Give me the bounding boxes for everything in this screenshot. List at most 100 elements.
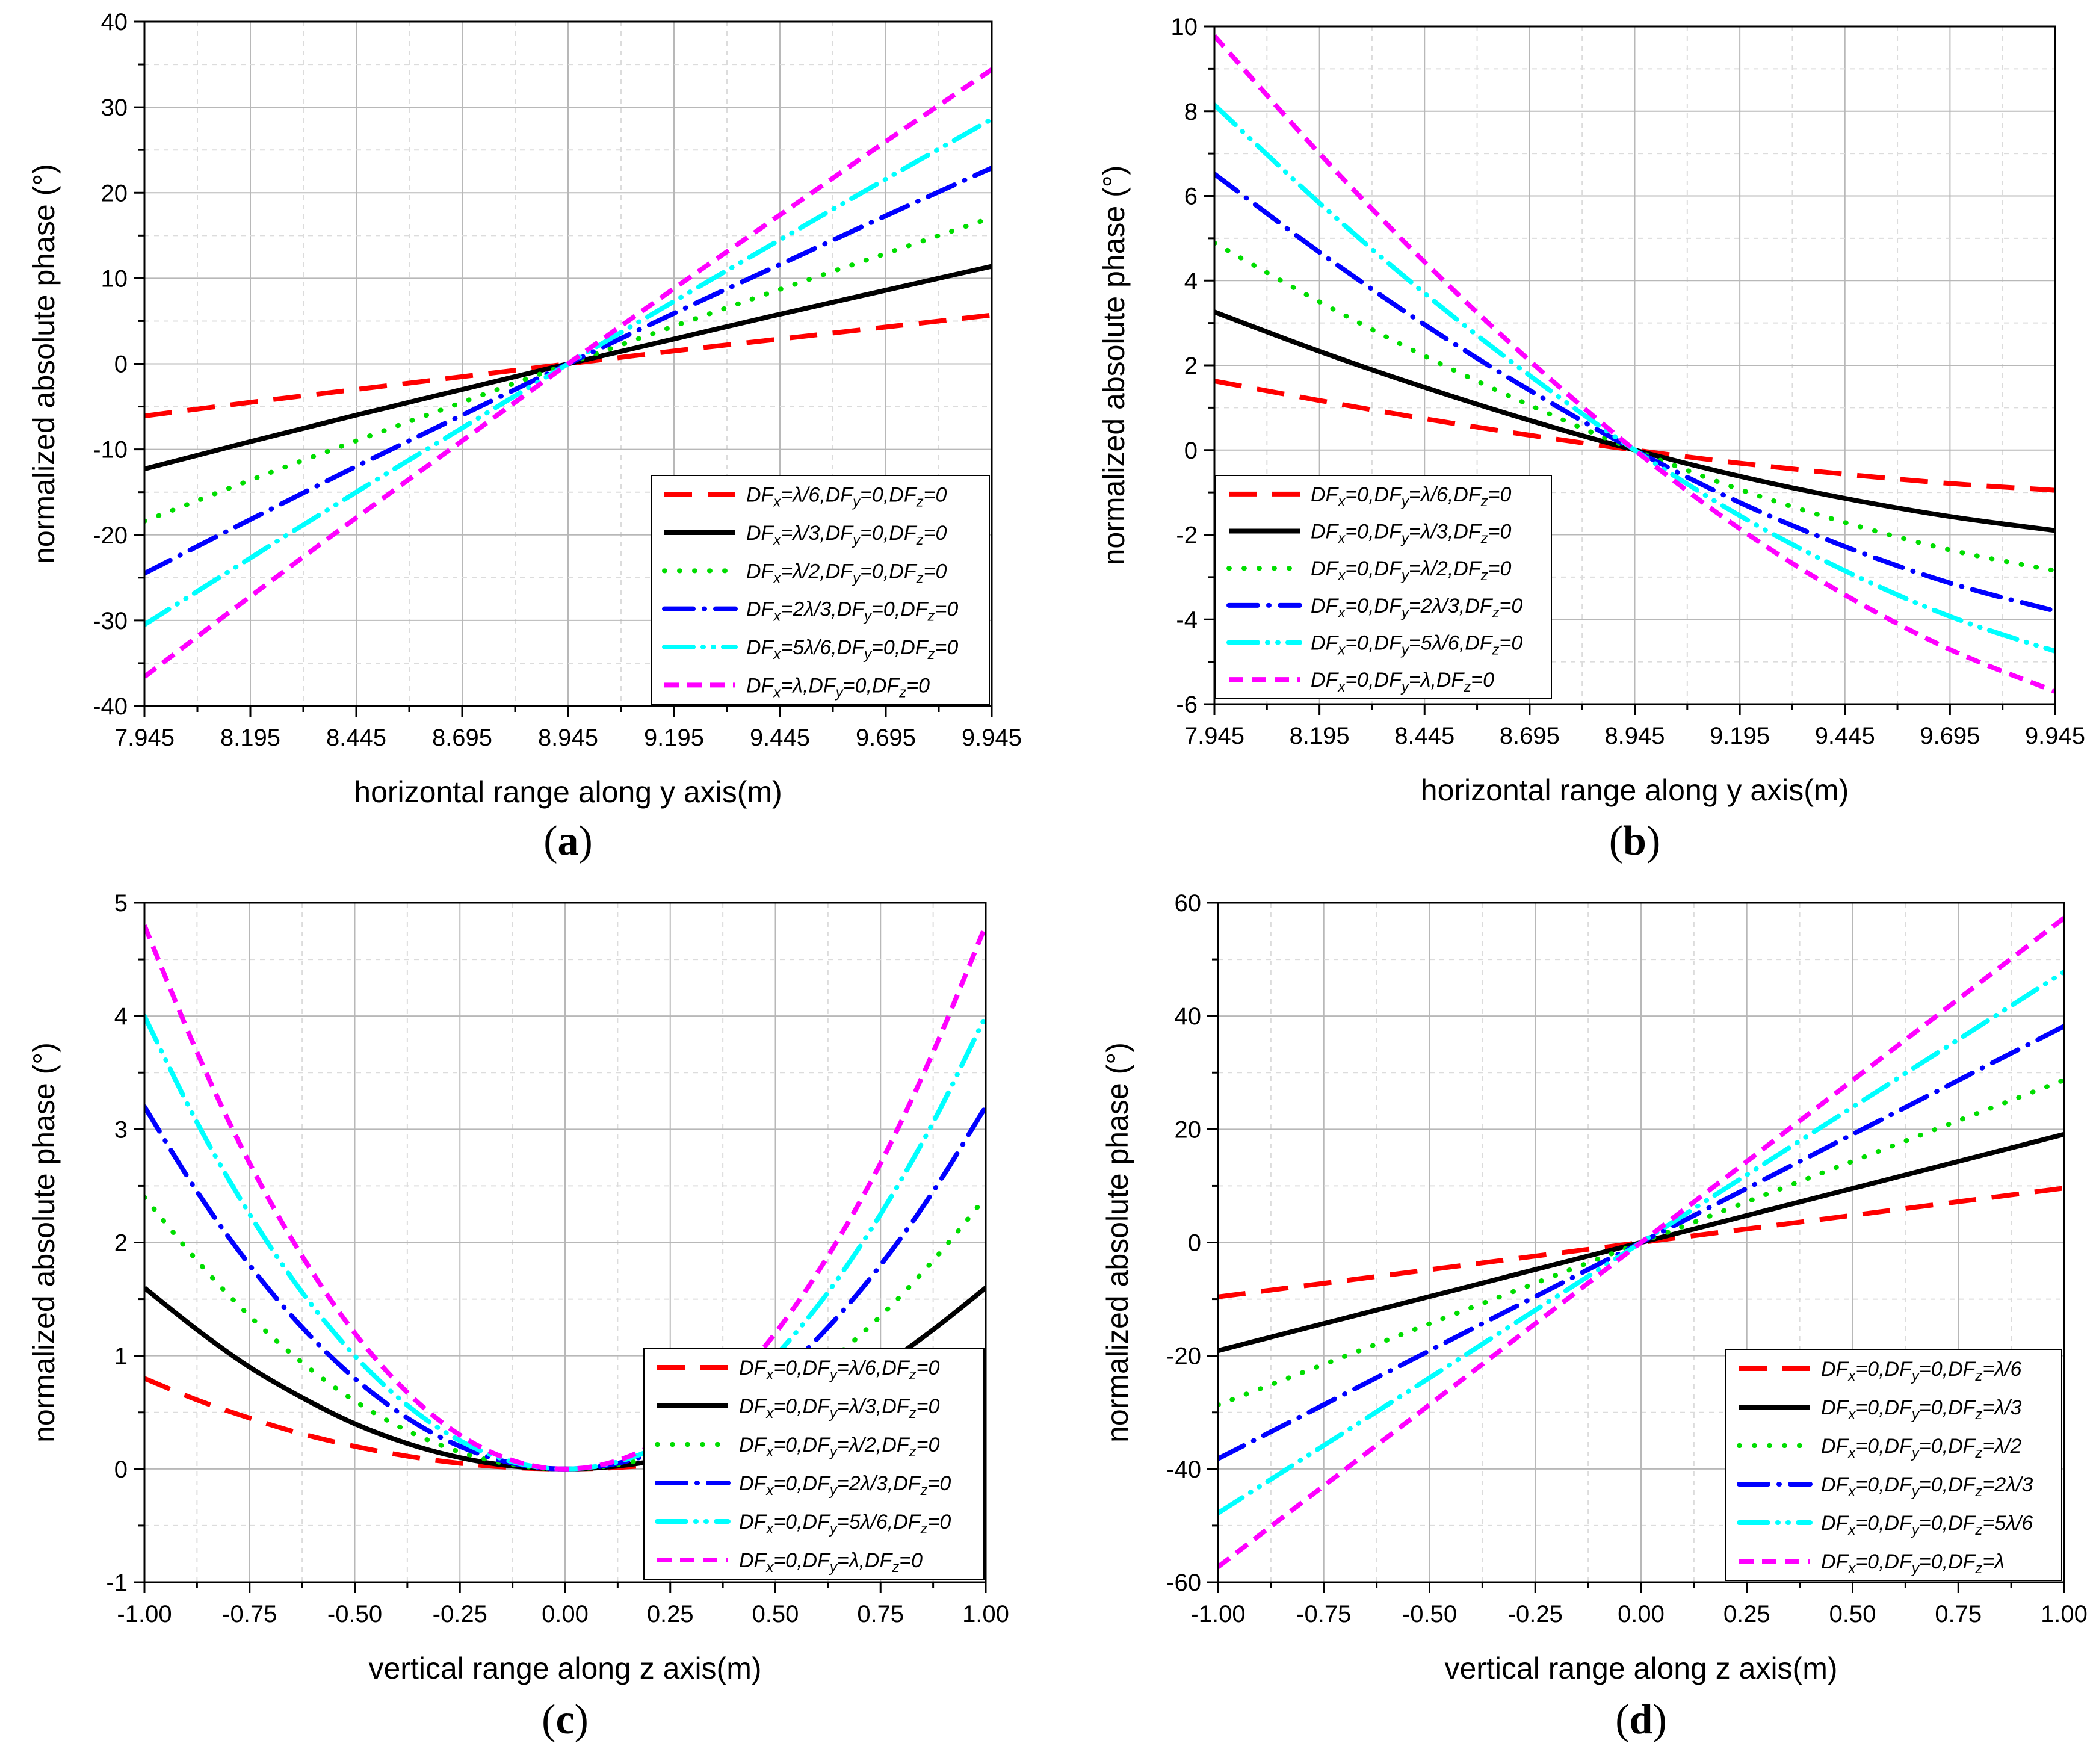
panel-b-ticks <box>1204 25 2056 715</box>
panel-d-xtick-label: -0.50 <box>1402 1601 1457 1627</box>
panel-b-xtick-label: 8.945 <box>1604 723 1665 749</box>
panel-a-legend-item: DFx=λ,DFy=0,DFz=0 <box>664 674 930 701</box>
panel-c-legend-item: DFx=0,DFy=λ/3,DFz=0 <box>657 1395 939 1422</box>
panel-a-ytick-label: 20 <box>101 180 128 206</box>
panel-d-legend-label: DFx=0,DFy=0,DFz=2λ/3 <box>1821 1473 2033 1500</box>
panel-a-xtick-label: 9.945 <box>962 725 1022 751</box>
panel-c-series-6 <box>144 924 986 1472</box>
panel-c-xtick-label: -0.75 <box>222 1601 277 1627</box>
panel-a-legend: DFx=λ/6,DFy=0,DFz=0 DFx=λ/3,DFy=0,DFz=0 DF… <box>651 475 990 705</box>
panel-a-xtick-label: 7.945 <box>114 725 175 751</box>
panel-c-legend-label: DFx=0,DFy=λ,DFz=0 <box>739 1549 923 1576</box>
panel-a-caption: (a) <box>543 818 593 864</box>
panel-b: 7.945 8.195 8.445 8.695 8.945 9.195 9.445 9.695… <box>1097 14 2085 864</box>
panel-c-series-3 <box>144 1195 986 1472</box>
panel-c-legend-label: DFx=0,DFy=5λ/6,DFz=0 <box>739 1511 951 1537</box>
panel-d-xtick-label: -0.75 <box>1296 1601 1351 1627</box>
panel-d-legend-label: DFx=0,DFy=0,DFz=λ <box>1821 1550 2005 1577</box>
panel-c: -1.00 -0.75 -0.50 -0.25 0.00 0.25 0.50 0.75 1.00… <box>27 890 1009 1743</box>
panel-c-legend-label: DFx=0,DFy=2λ/3,DFz=0 <box>739 1472 951 1499</box>
panel-d-ytick-label: -40 <box>1166 1456 1201 1483</box>
panel-a-xtick-label: 9.445 <box>750 725 810 751</box>
panel-d-legend-label: DFx=0,DFy=0,DFz=λ/3 <box>1821 1396 2021 1423</box>
panel-a-ytick-label: 30 <box>101 94 128 121</box>
panel-c-legend-label: DFx=0,DFy=λ/3,DFz=0 <box>739 1395 939 1422</box>
panel-b-legend-item: DFx=0,DFy=5λ/6,DFz=0 <box>1226 632 1522 658</box>
panel-c-xtick-label: 0.25 <box>647 1601 694 1627</box>
panel-c-legend-item: DFx=0,DFy=5λ/6,DFz=0 <box>655 1511 951 1537</box>
panel-a-series-group <box>144 67 992 679</box>
panel-a-legend-item: DFx=λ/3,DFy=0,DFz=0 <box>664 522 947 548</box>
panel-d-legend-label: DFx=0,DFy=0,DFz=λ/2 <box>1821 1435 2021 1461</box>
panel-d-ytick-label: -20 <box>1166 1343 1201 1370</box>
panel-a: 7.945 8.195 8.445 8.695 8.945 9.195 9.445 9.695… <box>27 9 1022 864</box>
panel-a-xtick-label: 9.695 <box>856 725 916 751</box>
panel-a-xtick-label: 9.195 <box>644 725 704 751</box>
panel-b-legend-label: DFx=0,DFy=2λ/3,DFz=0 <box>1311 595 1522 621</box>
panel-c-legend-item: DFx=0,DFy=λ,DFz=0 <box>657 1549 923 1576</box>
panel-b-legend-label: DFx=0,DFy=5λ/6,DFz=0 <box>1311 632 1522 658</box>
panel-b-ytick-label: 0 <box>1184 438 1198 464</box>
panel-c-xtick-label: -0.50 <box>327 1601 382 1627</box>
panel-c-ytick-label: 5 <box>114 890 128 917</box>
panel-d: -1.00 -0.75 -0.50 -0.25 0.00 0.25 0.50 0.75 1.00… <box>1101 890 2088 1743</box>
panel-a-ylabel: normalized absolute phase (°) <box>27 164 61 564</box>
panel-c-xtick-label: 1.00 <box>962 1601 1009 1627</box>
panel-b-legend-item: DFx=0,DFy=λ,DFz=0 <box>1229 669 1494 695</box>
panel-b-ytick-label: 8 <box>1184 99 1198 125</box>
panel-c-ticks <box>134 902 987 1593</box>
panel-a-ytick-label: 40 <box>101 9 128 36</box>
panel-c-ylabel: normalized absolute phase (°) <box>27 1042 61 1443</box>
panel-c-legend-item: DFx=0,DFy=λ/2,DFz=0 <box>655 1434 939 1460</box>
panel-a-ytick-label: 0 <box>114 351 128 378</box>
panel-d-xtick-label: 0.75 <box>1935 1601 1982 1627</box>
panel-c-xtick-label: -1.00 <box>117 1601 172 1627</box>
panel-a-legend-item: DFx=λ/6,DFy=0,DFz=0 <box>664 484 947 510</box>
panel-a-legend-item: DFx=5λ/6,DFy=0,DFz=0 <box>662 636 958 663</box>
panel-c-legend-item: DFx=0,DFy=2λ/3,DFz=0 <box>655 1472 951 1499</box>
panel-b-ytick-label: 2 <box>1184 353 1198 379</box>
panel-c-ytick-label: 0 <box>114 1456 128 1483</box>
panel-a-legend-label: DFx=λ,DFy=0,DFz=0 <box>746 674 930 701</box>
panel-a-legend-label: DFx=2λ/3,DFy=0,DFz=0 <box>746 598 958 625</box>
panel-a-xlabel: horizontal range along y axis(m) <box>354 775 782 809</box>
panel-b-legend-item: DFx=0,DFy=λ/3,DFz=0 <box>1229 521 1511 547</box>
panel-a-xtick-label: 8.445 <box>326 725 386 751</box>
panel-a-xtick-label: 8.695 <box>432 725 492 751</box>
panel-b-xtick-label: 9.445 <box>1815 723 1875 749</box>
panel-b-legend: DFx=0,DFy=λ/6,DFz=0 DFx=0,DFy=λ/3,DFz=0 DF… <box>1215 475 1552 699</box>
panel-a-series-1 <box>144 312 992 419</box>
panel-d-caption: (d) <box>1615 1697 1667 1743</box>
panel-b-ytick-label: -2 <box>1176 522 1198 549</box>
panel-d-ylabel: normalized absolute phase (°) <box>1101 1042 1134 1443</box>
panel-c-ytick-label: 4 <box>114 1003 128 1030</box>
panel-b-ytick-label: 6 <box>1184 184 1198 210</box>
panel-b-legend-label: DFx=0,DFy=λ,DFz=0 <box>1311 669 1494 695</box>
panel-b-xtick-label: 7.945 <box>1184 723 1244 749</box>
panel-d-xlabel: vertical range along z axis(m) <box>1444 1651 1837 1685</box>
panel-d-xtick-label: -1.00 <box>1190 1601 1245 1627</box>
panel-c-xlabel: vertical range along z axis(m) <box>368 1651 761 1685</box>
panel-d-legend-label: DFx=0,DFy=0,DFz=5λ/6 <box>1821 1512 2033 1538</box>
panel-a-ticks <box>134 20 993 717</box>
panel-d-legend-label: DFx=0,DFy=0,DFz=λ/6 <box>1821 1358 2021 1384</box>
panel-a-xtick-label: 8.945 <box>538 725 598 751</box>
panel-c-legend-label: DFx=0,DFy=λ/2,DFz=0 <box>739 1434 939 1460</box>
panel-a-ytick-label: -20 <box>93 522 128 549</box>
panel-d-legend-item: DFx=0,DFy=0,DFz=λ/2 <box>1737 1435 2021 1461</box>
panel-c-ytick-label: 1 <box>114 1343 128 1370</box>
panel-a-xtick-label: 8.195 <box>220 725 280 751</box>
panel-d-xtick-label: 0.25 <box>1723 1601 1770 1627</box>
panel-b-xtick-label: 9.695 <box>1920 723 1980 749</box>
panel-b-legend-item: DFx=0,DFy=λ/6,DFz=0 <box>1229 483 1511 510</box>
panel-a-ytick-label: -30 <box>93 608 128 634</box>
panel-b-xlabel: horizontal range along y axis(m) <box>1421 773 1849 807</box>
panel-a-legend-item: DFx=2λ/3,DFy=0,DFz=0 <box>662 598 958 625</box>
panel-b-series-group <box>1214 34 2055 694</box>
panel-d-series-6 <box>1218 916 2064 1569</box>
panel-c-series-group <box>144 924 986 1472</box>
panel-a-legend-label: DFx=λ/2,DFy=0,DFz=0 <box>746 560 947 586</box>
panel-b-legend-label: DFx=0,DFy=λ/3,DFz=0 <box>1311 521 1511 547</box>
panel-b-series-4 <box>1214 171 2055 614</box>
